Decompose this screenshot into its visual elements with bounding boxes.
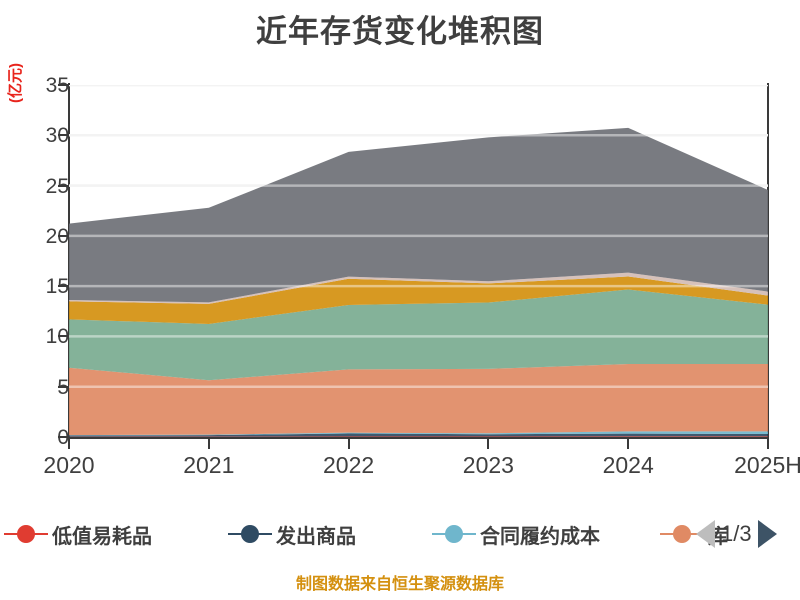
- y-axis-tick-label: 5: [21, 376, 69, 400]
- x-axis-tick-label: 2023: [462, 452, 514, 478]
- x-axis-tick-label: 2020: [43, 452, 95, 478]
- legend-pager: 1/3: [696, 512, 800, 556]
- legend-label: 合同履约成本: [480, 525, 600, 548]
- footer-source-note: 制图数据来自恒生聚源数据库: [295, 576, 504, 593]
- legend-prev-arrow-icon[interactable]: [696, 520, 715, 548]
- y-axis-tick-label: 25: [45, 174, 69, 198]
- legend-marker-icon: [228, 523, 272, 545]
- y-axis-tick-label: 30: [45, 124, 69, 148]
- x-axis-tick-label: 2021: [183, 452, 235, 478]
- x-axis-tick-mark: [207, 439, 210, 449]
- y-axis-ticks: 0 5 10 15 20 25 30 35: [0, 0, 69, 600]
- area-series[interactable]: [69, 436, 768, 437]
- y-axis-tick-mark: [58, 285, 69, 288]
- area-series[interactable]: [69, 272, 768, 304]
- legend-marker-icon: [432, 523, 476, 545]
- y-axis-tick-label: 20: [45, 224, 69, 248]
- y-axis-tick-mark: [58, 184, 69, 187]
- legend-marker-dot: [673, 525, 691, 543]
- x-axis-tick-mark: [487, 439, 490, 449]
- x-axis-tick-mark: [627, 439, 630, 449]
- y-axis-tick-label: 0: [21, 426, 69, 450]
- legend-page-indicator: 1/3: [721, 521, 752, 546]
- y-axis-tick-mark: [58, 436, 69, 438]
- legend-marker-dot: [445, 525, 463, 543]
- x-axis-tick-mark: [68, 439, 70, 449]
- legend: 低值易耗品 发出商品 合同履约成本库: [0, 512, 800, 556]
- area-series[interactable]: [69, 127, 768, 303]
- area-series[interactable]: [69, 363, 768, 436]
- legend-marker-dot: [241, 525, 259, 543]
- legend-item[interactable]: 低值易耗品: [4, 512, 152, 556]
- x-axis-tick-mark: [347, 439, 350, 449]
- y-axis-tick-mark: [58, 84, 69, 86]
- y-axis-tick-label: 35: [45, 74, 69, 97]
- y-axis-tick-mark: [58, 385, 69, 388]
- y-axis-tick-label: 10: [45, 325, 69, 349]
- x-axis-tick-mark: [767, 439, 769, 449]
- area-series[interactable]: [69, 433, 768, 437]
- legend-marker-icon: [4, 523, 48, 545]
- x-axis-line: [68, 437, 769, 439]
- legend-item[interactable]: 发出商品: [228, 512, 356, 556]
- area-series[interactable]: [69, 276, 768, 324]
- x-axis-tick-label: 2024: [602, 452, 654, 478]
- area-series[interactable]: [69, 289, 768, 381]
- plot-area: [69, 85, 768, 437]
- y-axis-tick-label: 15: [45, 275, 69, 299]
- legend-label: 发出商品: [276, 525, 356, 548]
- legend-label: 低值易耗品: [52, 525, 152, 548]
- legend-next-arrow-icon[interactable]: [757, 520, 777, 548]
- x-axis-tick-label: 2025H: [734, 452, 800, 478]
- legend-item[interactable]: 合同履约成本: [432, 512, 600, 556]
- x-axis-tick-label: 2022: [323, 452, 375, 478]
- y-axis-tick-mark: [58, 234, 69, 237]
- y-axis-tick-mark: [58, 335, 69, 338]
- page-title: 近年存货变化堆积图: [256, 14, 544, 49]
- y-axis-tick-mark: [58, 134, 69, 137]
- plot-right-border: [767, 83, 769, 439]
- legend-marker-icon: [660, 523, 704, 545]
- legend-marker-dot: [17, 525, 35, 543]
- area-series[interactable]: [69, 431, 768, 436]
